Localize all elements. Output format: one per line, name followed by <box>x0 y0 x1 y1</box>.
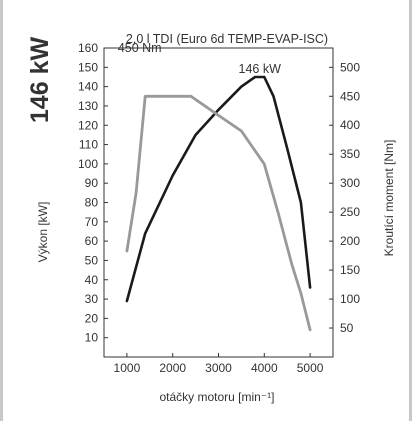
annotation-label: 450 Nm <box>118 41 162 55</box>
y-right-tick-label: 50 <box>340 321 354 335</box>
x-axis-label: otáčky motoru [min⁻¹] <box>159 390 274 404</box>
y-right-tick-label: 150 <box>340 263 360 277</box>
y-right-tick-label: 350 <box>340 147 360 161</box>
y-left-tick-label: 130 <box>78 99 98 113</box>
annotation-label: 146 kW <box>239 62 282 76</box>
y-left-tick-label: 10 <box>85 331 99 345</box>
y-left-tick-label: 80 <box>85 196 99 210</box>
x-tick-label: 4000 <box>251 361 278 375</box>
y-left-axis-label: Výkon [kW] <box>36 202 50 263</box>
y-right-tick-label: 250 <box>340 205 360 219</box>
y-right-axis-label: Kroutící moment [Nm] <box>382 140 396 257</box>
y-right-tick-label: 500 <box>340 60 360 74</box>
chart-title: 2,0 l TDI (Euro 6d TEMP-EVAP-ISC) <box>126 32 328 46</box>
y-left-tick-label: 160 <box>78 41 98 55</box>
y-right-tick-label: 300 <box>340 176 360 190</box>
right-border-bar <box>409 0 412 421</box>
y-left-tick-label: 70 <box>85 215 99 229</box>
y-left-tick-label: 40 <box>85 273 99 287</box>
y-left-tick-label: 50 <box>85 253 99 267</box>
torque-curve-line <box>125 94 312 332</box>
y-left-tick-label: 140 <box>78 80 98 94</box>
y-right-tick-label: 450 <box>340 89 360 103</box>
left-border-bar <box>0 0 3 421</box>
y-right-tick-label: 400 <box>340 118 360 132</box>
y-left-tick-label: 100 <box>78 157 98 171</box>
power-badge: 146 kW <box>26 37 54 124</box>
y-left-tick-label: 110 <box>79 138 98 152</box>
x-tick-label: 1000 <box>114 361 141 375</box>
y-right-tick-label: 100 <box>340 292 360 306</box>
y-left-tick-label: 20 <box>85 311 99 325</box>
y-left-tick-label: 120 <box>78 118 98 132</box>
x-tick-label: 5000 <box>297 361 324 375</box>
y-left-tick-label: 60 <box>85 234 99 248</box>
y-left-tick-label: 90 <box>85 176 99 190</box>
power-curve-line <box>125 75 312 303</box>
y-left-tick-label: 150 <box>78 60 98 74</box>
x-tick-label: 2000 <box>159 361 186 375</box>
y-right-tick-label: 200 <box>340 234 360 248</box>
plot-frame <box>103 47 334 358</box>
x-tick-label: 3000 <box>205 361 232 375</box>
y-left-tick-label: 30 <box>85 292 99 306</box>
